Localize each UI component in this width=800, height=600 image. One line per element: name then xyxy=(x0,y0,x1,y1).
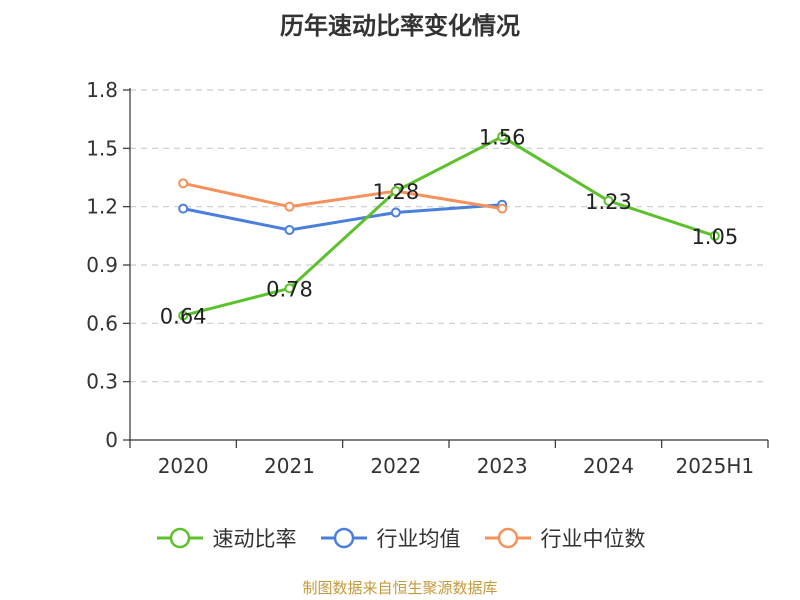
y-tick-label: 1.8 xyxy=(86,78,118,102)
data-point xyxy=(284,201,295,212)
legend-marker xyxy=(497,527,518,549)
data-point xyxy=(497,203,508,214)
legend-item-2[interactable]: 行业中位数 xyxy=(483,523,646,553)
data-point xyxy=(284,225,295,235)
grid-lines xyxy=(130,89,768,383)
legend: 速动比率 行业均值 行业中位数 xyxy=(0,518,800,558)
data-label: 0.78 xyxy=(266,277,313,301)
source-note: 制图数据来自恒生聚源数据库 xyxy=(302,579,498,597)
data-label: 1.23 xyxy=(585,190,632,214)
data-point xyxy=(178,178,189,189)
y-tick-label: 0.6 xyxy=(86,311,118,335)
data-point xyxy=(603,195,614,206)
series-line-2 xyxy=(182,181,503,211)
data-label: 1.28 xyxy=(372,180,419,204)
data-label: 1.05 xyxy=(691,225,738,249)
data-point xyxy=(390,186,401,197)
y-tick-label: 0 xyxy=(105,428,118,452)
y-tick-label: 0.9 xyxy=(86,253,118,277)
axes: 0 0.3 0.6 0.9 1.2 1.5 1.8 2020 2021 2022 2023 2024 2… xyxy=(86,78,769,478)
x-tick-label: 2024 xyxy=(583,454,634,478)
legend-item-1[interactable]: 行业均值 xyxy=(319,523,461,553)
y-tick-label: 1.2 xyxy=(86,195,118,219)
legend-line-circle-icon xyxy=(320,527,367,549)
legend-label: 行业中位数 xyxy=(540,527,646,551)
series-line-1 xyxy=(182,203,503,232)
legend-marker xyxy=(333,527,354,549)
data-label: 0.64 xyxy=(160,305,207,329)
data-label: 1.56 xyxy=(479,126,526,150)
series-line-0 xyxy=(182,135,716,318)
data-point xyxy=(178,310,189,321)
legend-label: 速动比率 xyxy=(212,527,297,551)
data-point xyxy=(497,131,508,142)
x-tick-label: 2021 xyxy=(264,454,315,478)
x-tick-label: 2022 xyxy=(370,454,421,478)
x-tick-label: 2023 xyxy=(477,454,528,478)
legend-line-circle-icon xyxy=(156,527,203,549)
legend-item-0[interactable]: 速动比率 xyxy=(155,523,297,553)
legend-label: 行业均值 xyxy=(376,527,461,551)
data-point xyxy=(284,283,295,294)
y-tick-label: 0.3 xyxy=(86,370,118,394)
legend-marker xyxy=(169,527,190,549)
series-lines xyxy=(178,131,720,321)
data-point xyxy=(709,230,720,241)
legend-line-circle-icon xyxy=(484,527,531,549)
data-labels: 0.64 0.78 1.28 1.56 1.23 1.05 xyxy=(160,126,738,329)
chart-title: 历年速动比率变化情况 xyxy=(280,12,520,40)
y-tick-label: 1.5 xyxy=(86,136,118,160)
data-point xyxy=(390,207,401,218)
x-tick-label: 2025H1 xyxy=(675,454,754,478)
data-point xyxy=(178,203,189,214)
x-tick-label: 2020 xyxy=(158,454,209,478)
